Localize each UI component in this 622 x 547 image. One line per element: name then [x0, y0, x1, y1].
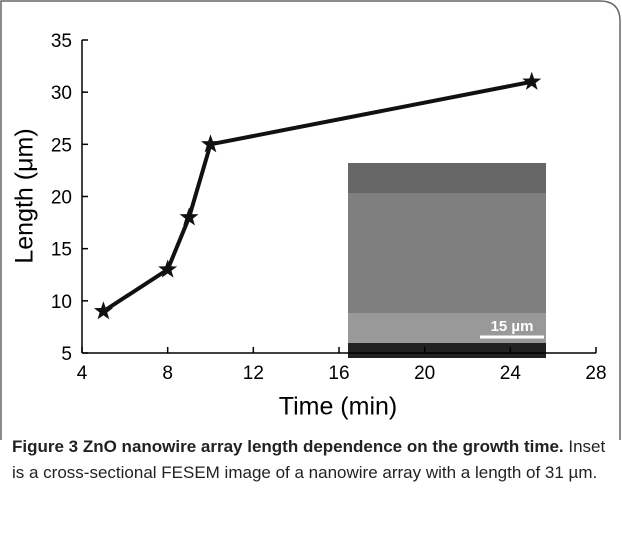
- inset-scale-label: 15 µm: [491, 318, 534, 335]
- x-tick-label: 28: [585, 363, 606, 384]
- star-marker: [158, 259, 178, 278]
- caption: Figure 3 ZnO nanowire array length depen…: [12, 434, 612, 486]
- x-axis-label: Time (min): [279, 393, 398, 421]
- inset-image-top: [348, 163, 546, 193]
- caption-text: Inset is a cross-sectional FESEM image o…: [12, 437, 606, 482]
- inset-info-bar: [348, 343, 546, 358]
- chart: Time (min) Length (μm) 15 µm 5 10 15 20 25 30…: [0, 0, 621, 440]
- y-tick-label: 30: [51, 83, 72, 104]
- star-marker: [200, 134, 221, 153]
- x-tick-label: 20: [414, 363, 435, 384]
- y-tick-label: 25: [51, 135, 72, 156]
- x-tick-label: 12: [243, 363, 264, 384]
- y-tick-label: 10: [51, 292, 72, 313]
- star-marker: [522, 71, 542, 90]
- x-tick-label: 16: [328, 363, 349, 384]
- y-tick-label: 15: [51, 240, 72, 261]
- y-tick-label: 5: [61, 344, 72, 365]
- y-axis-label: Length (μm): [11, 128, 39, 263]
- figure-border: [0, 0, 621, 440]
- x-tick-label: 8: [162, 363, 173, 384]
- y-tick-label: 35: [51, 31, 72, 52]
- star-marker: [179, 207, 199, 226]
- x-tick-label: 24: [500, 363, 522, 384]
- x-tick-label: 4: [77, 363, 88, 384]
- y-tick-label: 20: [51, 188, 72, 209]
- caption-label: Figure 3 ZnO nanowire array length depen…: [12, 437, 564, 456]
- star-marker: [93, 301, 113, 320]
